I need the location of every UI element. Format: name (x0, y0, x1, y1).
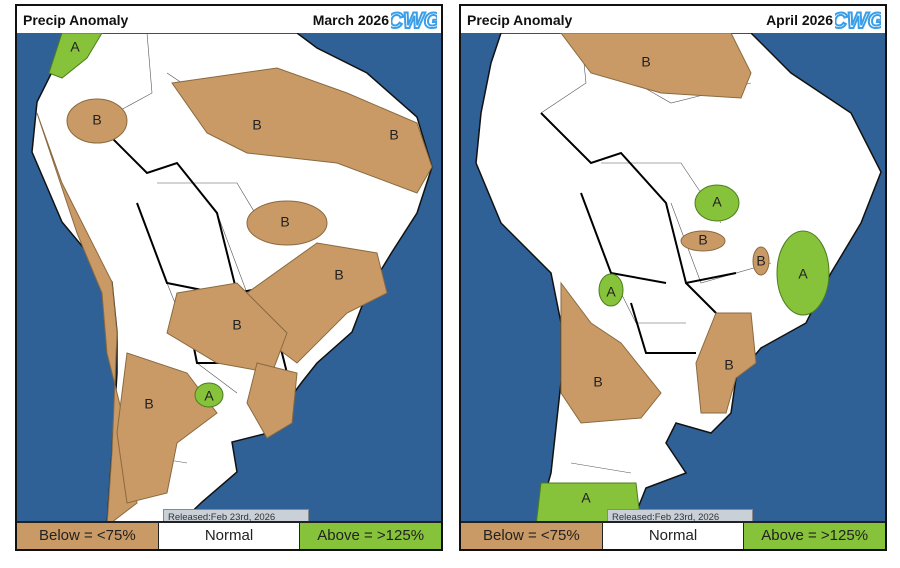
above-region (598, 273, 624, 307)
below-label: B (252, 117, 261, 133)
legend-below: Below = <75% (17, 523, 158, 549)
above-region (776, 230, 830, 316)
cwg-logo: CWG (391, 7, 437, 32)
legend-above: Above = >125% (744, 523, 886, 549)
above-label: A (204, 388, 214, 404)
below-label: B (280, 214, 289, 230)
below-label: B (698, 232, 707, 248)
above-label: A (606, 284, 616, 300)
above-label: A (798, 266, 808, 282)
above-label: A (70, 39, 80, 55)
below-normal-regions (36, 67, 433, 526)
below-region (171, 67, 433, 194)
panel-header: Precip Anomaly April 2026 CWG (461, 6, 885, 34)
above-normal-regions (48, 33, 224, 408)
legend: Below = <75% Normal Above = >125% (461, 521, 886, 549)
below-label: B (144, 396, 153, 412)
legend-normal: Normal (157, 523, 301, 549)
below-region (66, 98, 128, 144)
below-region (246, 362, 298, 439)
below-label: B (92, 112, 101, 128)
map-month: March 2026 (312, 12, 389, 28)
map-area: B A B B A A B B A Released:Feb 23rd, 202… (461, 33, 885, 526)
above-region (694, 184, 740, 222)
map-month: April 2026 (766, 12, 833, 28)
below-label: B (389, 127, 398, 143)
below-region (116, 352, 218, 504)
below-region (695, 312, 757, 414)
below-normal-regions (560, 33, 770, 424)
map-title: Precip Anomaly (23, 12, 129, 28)
map-title: Precip Anomaly (467, 12, 573, 28)
legend: Below = <75% Normal Above = >125% (17, 521, 442, 549)
above-region (194, 382, 224, 408)
below-region (246, 200, 328, 246)
above-label: A (581, 490, 591, 506)
above-label: A (712, 194, 722, 210)
below-label: B (334, 267, 343, 283)
legend-normal: Normal (601, 523, 745, 549)
below-label: B (641, 54, 650, 70)
legend-below: Below = <75% (461, 523, 602, 549)
below-region (680, 230, 726, 252)
below-region (752, 246, 770, 276)
below-region (560, 281, 662, 424)
svg-text:CWG: CWG (835, 8, 881, 32)
below-label: B (756, 253, 765, 269)
legend-above: Above = >125% (300, 523, 442, 549)
svg-text:CWG: CWG (391, 8, 437, 32)
panel-header: Precip Anomaly March 2026 CWG (17, 6, 441, 34)
above-region (48, 33, 103, 79)
map-area: A B B B B B B B A Released:Feb 23rd, 202… (17, 33, 441, 526)
cwg-logo: CWG (835, 7, 881, 32)
march-map-panel: Precip Anomaly March 2026 CWG (15, 4, 443, 551)
below-region (560, 33, 752, 99)
below-label: B (593, 374, 602, 390)
below-label: B (232, 317, 241, 333)
below-label: B (724, 357, 733, 373)
april-map-panel: Precip Anomaly April 2026 CWG (459, 4, 887, 551)
